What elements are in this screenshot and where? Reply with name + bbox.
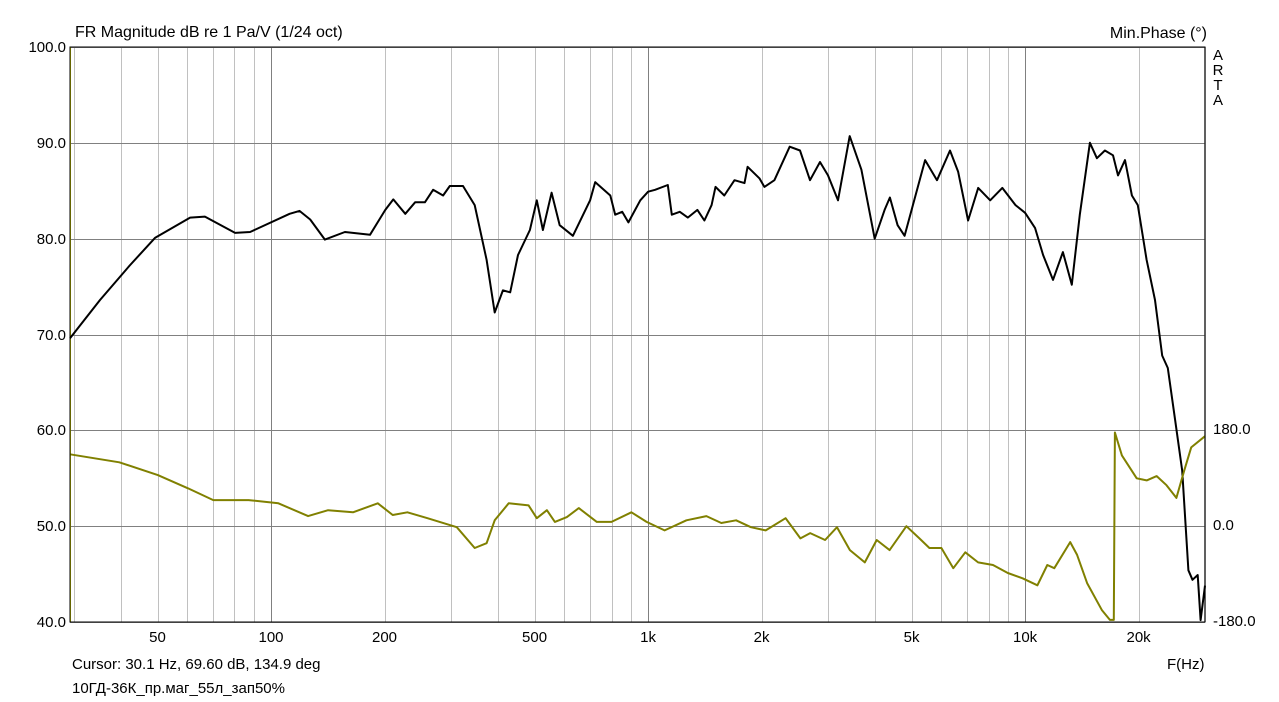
x-tick-label: 20k (1126, 629, 1151, 646)
x-tick-label: 1k (640, 629, 656, 646)
series-layer (69, 135, 1206, 622)
magnitude-curve (69, 135, 1206, 622)
x-tick-label: 10k (1013, 629, 1038, 646)
y2-tick-label: 180.0 (1213, 421, 1251, 439)
y2-tick-label: -180.0 (1213, 613, 1256, 630)
y-tick-label: 100.0 (28, 38, 66, 56)
file-name: 10ГД-36К_пр.маг_55л_зап50% (72, 680, 285, 697)
y-tick-label: 50.0 (36, 517, 66, 535)
y-tick-label: 70.0 (36, 326, 66, 344)
right-axis-title: Min.Phase (°) (1109, 25, 1207, 42)
phase-curve (69, 431, 1206, 621)
grid (70, 47, 1206, 623)
plot-frame (69, 46, 1206, 623)
x-tick-label: 100 (258, 629, 284, 646)
x-tick-label: 5k (903, 629, 920, 646)
x-tick-label: 500 (522, 629, 548, 646)
cursor-readout: Cursor: 30.1 Hz, 69.60 dB, 134.9 deg (72, 656, 321, 673)
x-tick-label: 2k (753, 629, 770, 646)
x-tick-label: 50 (149, 629, 166, 646)
y2-tick-label: 0.0 (1213, 517, 1234, 535)
y-tick-label: 90.0 (36, 134, 66, 152)
y-tick-label: 40.0 (36, 613, 66, 631)
chart-title: FR Magnitude dB re 1 Pa/V (1/24 oct) (75, 24, 343, 41)
y-tick-label: 60.0 (36, 421, 66, 439)
x-tick-label: 200 (372, 629, 398, 646)
y-tick-label: 80.0 (36, 230, 66, 248)
x-axis-label: F(Hz) (1167, 656, 1205, 673)
